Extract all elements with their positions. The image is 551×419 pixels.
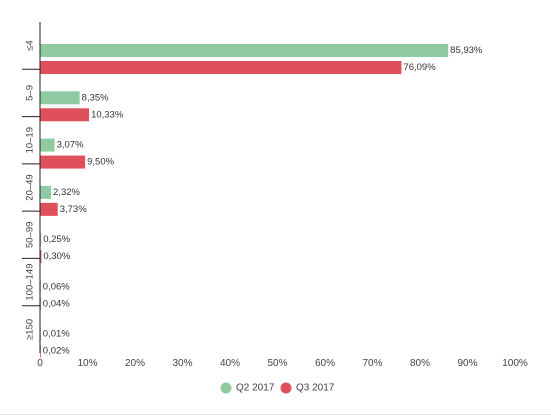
legend-label: Q3 2017 bbox=[296, 383, 335, 394]
bar bbox=[40, 61, 402, 74]
category-label: 10–19 bbox=[25, 127, 36, 153]
bar bbox=[40, 108, 90, 122]
x-tick-label: 30% bbox=[172, 358, 192, 369]
x-axis-tick-labels: 0 10% 20% 30% 40% 50% 60% 70% 80% 90% 100% bbox=[37, 358, 528, 369]
bar bbox=[40, 138, 55, 152]
data-label: 8,35% bbox=[82, 92, 109, 103]
data-label: 0,04% bbox=[43, 298, 70, 309]
data-label: 85,93% bbox=[450, 45, 483, 56]
x-tick-label: 40% bbox=[220, 358, 240, 369]
data-label: 2,32% bbox=[53, 187, 80, 198]
category-dividers bbox=[22, 68, 40, 307]
data-label: 3,73% bbox=[60, 204, 87, 215]
category-label: 5–9 bbox=[25, 85, 36, 101]
data-label: 0,01% bbox=[43, 329, 70, 340]
x-tick-label: 90% bbox=[457, 358, 477, 369]
x-tick-label: 20% bbox=[125, 358, 145, 369]
bar bbox=[40, 91, 80, 105]
data-labels: 85,93% 8,35% 3,07% 2,32% 0,25% 0,06% 0,01% 76,0… bbox=[43, 45, 483, 357]
x-tick-label: 10% bbox=[77, 358, 97, 369]
category-label: ≤4 bbox=[25, 40, 36, 51]
category-label: ≥150 bbox=[25, 319, 36, 340]
data-label: 76,09% bbox=[403, 62, 436, 73]
category-label: 100–149 bbox=[25, 264, 36, 301]
bar bbox=[40, 233, 42, 247]
data-label: 9,50% bbox=[87, 157, 114, 168]
x-tick-label: 50% bbox=[267, 358, 287, 369]
category-label: 50–99 bbox=[25, 222, 36, 248]
legend: Q2 2017 Q3 2017 bbox=[220, 382, 335, 394]
x-tick-label: 60% bbox=[315, 358, 335, 369]
data-label: 10,33% bbox=[91, 109, 124, 120]
bars bbox=[40, 44, 449, 358]
category-label: 20–49 bbox=[25, 174, 36, 200]
bar bbox=[40, 202, 58, 216]
x-tick-label: 70% bbox=[362, 358, 382, 369]
category-labels: ≤4 5–9 10–19 20–49 50–99 100–149 ≥150 bbox=[25, 40, 36, 340]
legend-marker bbox=[220, 382, 232, 394]
x-tick-label: 80% bbox=[410, 358, 430, 369]
legend-marker bbox=[280, 382, 292, 394]
x-tick-label: 0 bbox=[37, 358, 43, 369]
bar bbox=[40, 44, 449, 57]
data-label: 0,25% bbox=[43, 234, 70, 245]
legend-label: Q2 2017 bbox=[236, 383, 275, 394]
bar bbox=[40, 250, 42, 264]
data-label: 0,30% bbox=[43, 251, 70, 262]
data-label: 3,07% bbox=[57, 140, 84, 151]
x-tick-label: 100% bbox=[502, 358, 528, 369]
data-label: 0,06% bbox=[43, 281, 70, 292]
bottom-divider bbox=[0, 414, 551, 415]
bar bbox=[40, 185, 52, 199]
bar bbox=[40, 155, 86, 169]
data-label: 0,02% bbox=[43, 346, 70, 357]
